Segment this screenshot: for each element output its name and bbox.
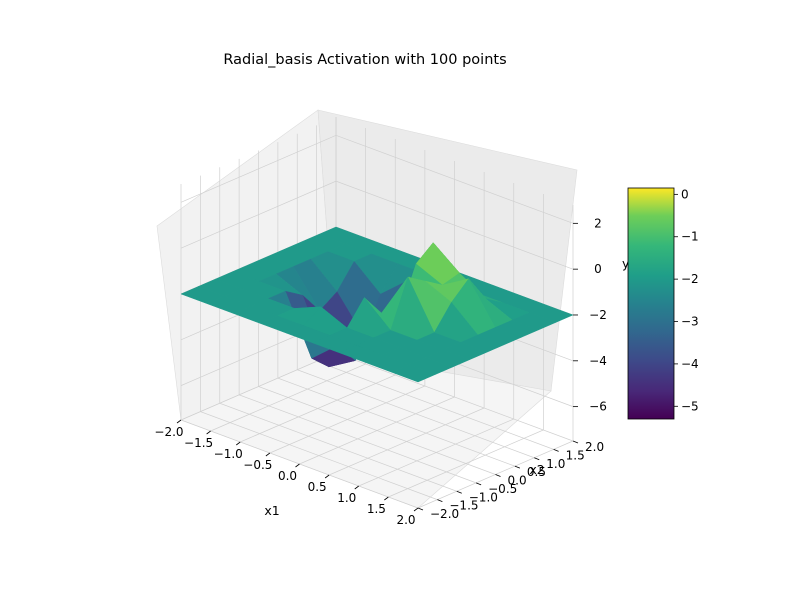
z-axis-label: y: [622, 256, 630, 271]
x-tick: [384, 496, 389, 501]
x-tick: [324, 474, 330, 479]
surface-face-8-0: [391, 364, 436, 383]
x-tick-label: −2.0: [154, 425, 183, 439]
y-tick: [514, 465, 521, 469]
y-tick-label: −1.0: [469, 490, 498, 504]
y-tick: [534, 457, 540, 461]
y-tick: [456, 490, 462, 494]
x-tick: [354, 485, 359, 490]
surface-mesh: [180, 226, 574, 383]
y-tick-label: 1.0: [546, 457, 565, 471]
x-tick-label: −1.5: [184, 436, 213, 450]
x-tick-label: 1.5: [367, 502, 386, 516]
z-tick-label: 2: [594, 216, 602, 230]
x-tick-label: 0.0: [278, 469, 297, 483]
axes: −2.0−1.5−1.0−0.50.00.51.01.52.0 −2.0−1.5−…: [154, 216, 606, 527]
x-tick: [413, 507, 419, 512]
y-tick-label: 1.5: [566, 448, 585, 462]
x-tick: [295, 463, 300, 468]
colorbar-tick-label: 0: [681, 187, 689, 201]
x-tick-label: −1.0: [214, 447, 243, 461]
colorbar: [627, 187, 675, 420]
colorbar-tick-label: −4: [681, 357, 699, 371]
x-tick-label: −0.5: [243, 458, 272, 472]
y-tick: [475, 482, 482, 486]
z-tick-label: −6: [589, 400, 607, 414]
x-tick-label: 2.0: [396, 513, 415, 527]
y-tick-label: −0.5: [488, 482, 517, 496]
y-tick: [553, 449, 559, 452]
chart-title: Radial_basis Activation with 100 points: [223, 52, 506, 68]
colorbar-tick-label: −2: [681, 272, 699, 286]
y-tick-label: −1.5: [449, 499, 478, 513]
y-axis-label: x2: [529, 462, 544, 477]
y-tick: [417, 507, 424, 511]
x-tick-label: 0.5: [308, 480, 327, 494]
z-tick-label: −4: [589, 354, 607, 368]
y-tick: [495, 474, 501, 477]
colorbar-tick-label: −3: [681, 315, 699, 329]
x-tick-label: 1.0: [337, 491, 356, 505]
y-tick-label: 2.0: [585, 440, 604, 454]
z-tick-label: −2: [589, 308, 607, 322]
colorbar-tick-label: −1: [681, 230, 699, 244]
y-tick-label: 0.0: [508, 474, 527, 488]
x-tick: [176, 419, 182, 424]
y-tick-label: 0.5: [527, 465, 546, 479]
x-tick: [265, 452, 271, 457]
x-axis-label: x1: [264, 503, 279, 518]
z-tick-label: 0: [594, 262, 602, 276]
x-tick: [236, 441, 241, 446]
y-tick: [572, 440, 579, 444]
colorbar-tick-label: −5: [681, 399, 699, 413]
y-tick: [437, 499, 443, 502]
y-tick-label: −2.0: [430, 507, 459, 521]
x-tick: [206, 430, 211, 435]
colorbar-ticks: 0 −1 −2 −3 −4 −5: [674, 187, 699, 413]
